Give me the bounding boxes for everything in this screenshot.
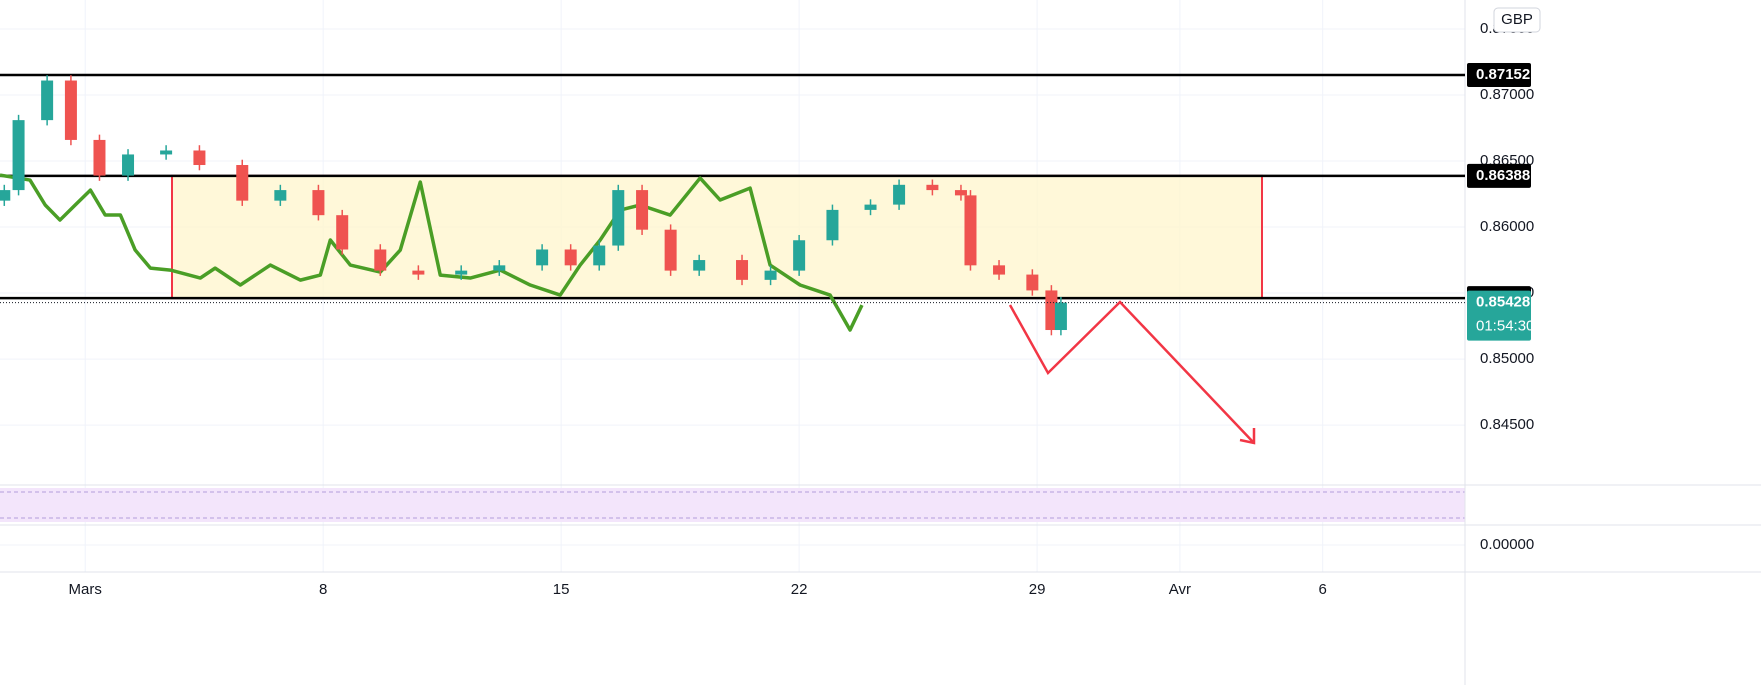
level-label: 0.87152 — [1476, 66, 1530, 83]
candle-body — [374, 249, 387, 271]
price-axis: 0.875000.870000.865000.860000.855000.850… — [1467, 20, 1534, 553]
x-tick-label: 22 — [791, 581, 808, 598]
candle-body — [964, 195, 977, 266]
projection-arrow — [1008, 300, 1255, 444]
countdown: 01:54:30 — [1476, 318, 1534, 335]
y-tick-label: 0.86000 — [1480, 218, 1534, 235]
candle-body — [736, 260, 749, 280]
candle-body — [926, 184, 939, 191]
candle-body — [564, 249, 577, 266]
x-tick-label: Mars — [69, 581, 102, 598]
arrow-head — [1239, 428, 1256, 445]
level-label-bg — [1467, 62, 1531, 87]
candle-body — [41, 80, 54, 121]
candle-body — [64, 80, 77, 140]
x-tick-label: Avr — [1169, 581, 1191, 598]
candle-body — [493, 265, 506, 271]
candle-body — [893, 184, 906, 205]
x-tick-label: 15 — [553, 581, 570, 598]
candle-body — [122, 154, 135, 176]
rsi-band — [0, 488, 1465, 522]
x-tick-label: 29 — [1029, 581, 1046, 598]
candle-body — [536, 249, 549, 266]
candle-body — [1026, 274, 1039, 291]
candle-body — [593, 245, 606, 266]
candle-body — [160, 150, 173, 155]
candle-body — [0, 190, 11, 201]
y-tick-label: 0.85000 — [1480, 350, 1534, 367]
candle-body — [274, 190, 287, 201]
y-tick-label: 0.84500 — [1480, 416, 1534, 433]
candle-body — [312, 190, 325, 216]
oscillator-tick-label: 0.00000 — [1480, 536, 1534, 553]
candle-body — [793, 240, 806, 271]
candle-body — [1045, 290, 1058, 331]
candle-body — [826, 209, 839, 241]
x-tick-label: 8 — [319, 581, 327, 598]
candle-body — [336, 215, 349, 250]
currency: GBP — [1501, 11, 1533, 28]
candle-body — [93, 139, 106, 176]
candle-body — [1054, 302, 1067, 331]
last-price-bg — [1467, 290, 1531, 341]
candle-body — [954, 190, 967, 196]
candle-body — [455, 270, 468, 275]
candle-body — [12, 120, 25, 191]
last-price-label: 0.85428 — [1476, 294, 1530, 311]
candle-body — [412, 270, 425, 275]
candle-body — [236, 165, 249, 201]
candle-body — [664, 229, 677, 271]
candle-body — [693, 260, 706, 271]
currency-badge[interactable] — [1493, 7, 1541, 33]
candle-body — [864, 204, 877, 210]
x-tick-label: 6 — [1319, 581, 1327, 598]
lagging-span — [0, 173, 864, 332]
candle-body — [636, 190, 649, 230]
y-tick-label: 0.87000 — [1480, 86, 1534, 103]
candle-body — [193, 150, 206, 166]
candle-body — [993, 265, 1006, 275]
level-label: 0.86388 — [1476, 167, 1530, 184]
level-label-bg — [1467, 163, 1531, 188]
plot — [0, 73, 1465, 336]
candle-body — [764, 270, 777, 280]
candle-body — [612, 190, 625, 246]
